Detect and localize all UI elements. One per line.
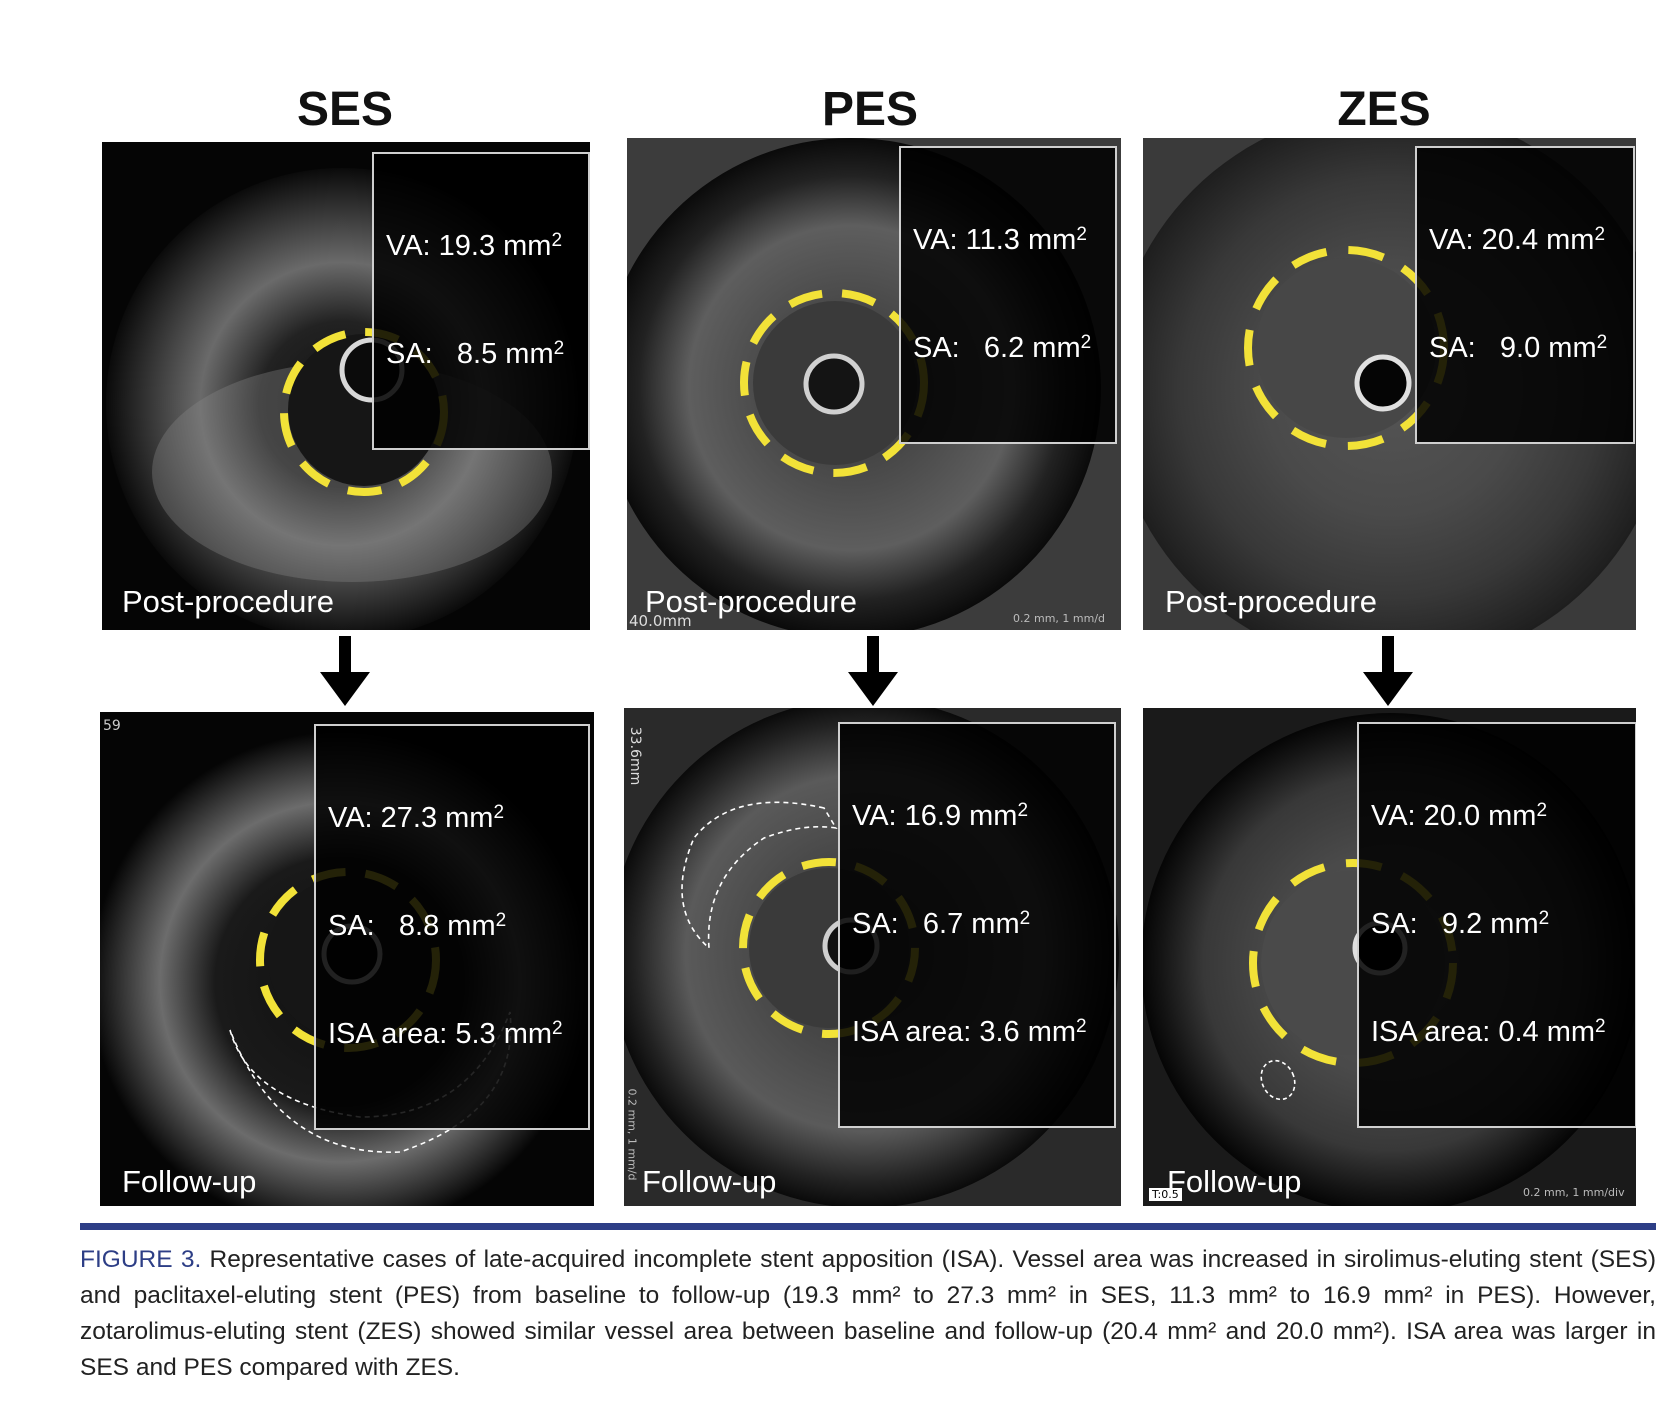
superscript: 2 [495,910,507,931]
scale-stamp: 0.2 mm, 1 mm/div [1523,1186,1625,1199]
panel-label: Follow-up [642,1164,777,1199]
vessel-area-value: VA: 20.4 mm [1429,224,1595,256]
panel-label: Post-procedure [645,584,857,619]
isa-area-value: ISA area: 5.3 mm [328,1018,553,1050]
stent-area-value: SA: 9.0 mm [1429,332,1597,364]
superscript: 2 [1019,908,1031,929]
measurement-box: VA: 20.0 mm2 SA: 9.2 mm2 ISA area: 0.4 m… [1357,722,1636,1128]
isa-area-value: ISA area: 3.6 mm [852,1016,1077,1048]
depth-stamp: 33.6mm [627,726,644,786]
superscript: 2 [493,802,505,823]
stent-area-value: SA: 6.7 mm [852,908,1020,940]
down-arrow-icon [320,636,370,706]
superscript: 2 [552,1018,563,1039]
caption-divider [80,1223,1656,1230]
measurement-box: VA: 11.3 mm2 SA: 6.2 mm2 [899,146,1117,444]
superscript: 2 [1594,224,1606,245]
scale-stamp: 0.2 mm, 1 mm/d [1013,612,1106,625]
isa-area-value: ISA area: 0.4 mm [1371,1016,1596,1048]
measurement-box: VA: 20.4 mm2 SA: 9.0 mm2 [1415,146,1635,444]
down-arrow-icon [1363,636,1413,706]
column-title-ses: SES [296,83,394,136]
panel-label: Follow-up [1167,1164,1302,1199]
measurement-box: VA: 27.3 mm2 SA: 8.8 mm2 ISA area: 5.3 m… [314,724,590,1130]
stent-area-value: SA: 8.8 mm [328,910,496,942]
measurement-box: VA: 19.3 mm2 SA: 8.5 mm2 [372,152,590,450]
ivus-panel-zes-followup: VA: 20.0 mm2 SA: 9.2 mm2 ISA area: 0.4 m… [1143,708,1636,1206]
down-arrow-icon [848,636,898,706]
frame-stamp: T:0.5 [1149,1188,1182,1201]
panel-label: Follow-up [122,1164,257,1199]
stent-area-value: SA: 6.2 mm [913,332,1081,364]
frame-stamp: 59 [103,718,121,734]
vessel-area-value: VA: 27.3 mm [328,802,494,834]
ivus-panel-pes-post: VA: 11.3 mm2 SA: 6.2 mm2 40.0mm 0.2 mm, … [627,138,1121,630]
ivus-panel-ses-followup: VA: 27.3 mm2 SA: 8.8 mm2 ISA area: 5.3 m… [100,712,594,1206]
vessel-area-value: VA: 16.9 mm [852,800,1018,832]
vessel-area-value: VA: 20.0 mm [1371,800,1537,832]
superscript: 2 [553,338,565,359]
stent-area-value: SA: 9.2 mm [1371,908,1539,940]
superscript: 2 [551,230,563,251]
superscript: 2 [1017,800,1029,821]
ivus-panel-pes-followup: VA: 16.9 mm2 SA: 6.7 mm2 ISA area: 3.6 m… [624,708,1121,1206]
measurement-box: VA: 16.9 mm2 SA: 6.7 mm2 ISA area: 3.6 m… [838,722,1116,1128]
ivus-panel-ses-post: VA: 19.3 mm2 SA: 8.5 mm2 Post-procedure [102,142,590,630]
figure-caption: FIGURE 3. Representative cases of late-a… [80,1242,1656,1386]
column-title-zes: ZES [1337,83,1431,136]
superscript: 2 [1076,1016,1087,1037]
panel-label: Post-procedure [122,584,334,619]
superscript: 2 [1538,908,1550,929]
superscript: 2 [1080,332,1092,353]
vessel-area-value: VA: 11.3 mm [913,224,1077,256]
stent-area-value: SA: 8.5 mm [386,338,554,370]
figure-label: FIGURE 3. [80,1246,202,1273]
superscript: 2 [1596,332,1608,353]
vessel-area-value: VA: 19.3 mm [386,230,552,262]
panel-label: Post-procedure [1165,584,1377,619]
superscript: 2 [1595,1016,1606,1037]
scale-stamp: 0.2 mm, 1 mm/d [625,1088,639,1181]
superscript: 2 [1076,224,1087,245]
superscript: 2 [1536,800,1548,821]
column-title-pes: PES [821,83,919,136]
depth-stamp: 40.0mm [629,612,692,630]
ivus-panel-zes-post: VA: 20.4 mm2 SA: 9.0 mm2 Post-procedure [1143,138,1636,630]
caption-text: Representative cases of late-acquired in… [80,1246,1656,1381]
